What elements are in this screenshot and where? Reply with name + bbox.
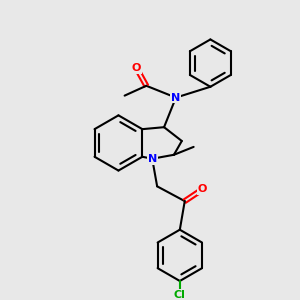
Text: O: O <box>198 184 207 194</box>
Text: O: O <box>132 63 141 73</box>
Text: N: N <box>171 93 181 103</box>
Text: Cl: Cl <box>174 290 186 300</box>
Text: N: N <box>148 154 157 164</box>
